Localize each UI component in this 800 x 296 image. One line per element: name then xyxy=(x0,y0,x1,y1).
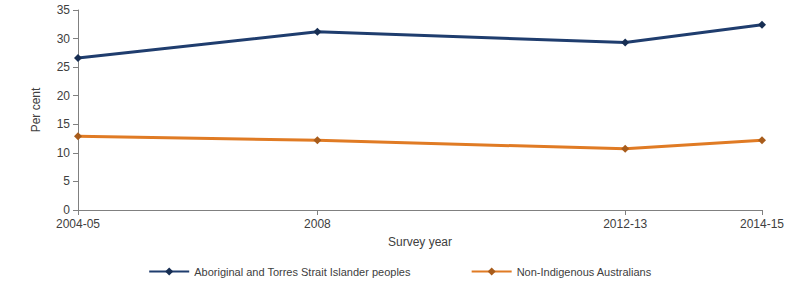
svg-text:35: 35 xyxy=(57,3,71,17)
svg-text:2012-13: 2012-13 xyxy=(603,217,647,231)
svg-text:5: 5 xyxy=(63,174,70,188)
svg-text:0: 0 xyxy=(63,203,70,217)
svg-text:Non-Indigenous Australians: Non-Indigenous Australians xyxy=(517,266,652,278)
svg-text:2014-15: 2014-15 xyxy=(740,217,784,231)
svg-text:25: 25 xyxy=(57,60,71,74)
svg-text:2004-05: 2004-05 xyxy=(56,217,100,231)
svg-text:15: 15 xyxy=(57,117,71,131)
svg-text:2008: 2008 xyxy=(304,217,331,231)
svg-text:Survey year: Survey year xyxy=(388,235,452,249)
svg-text:10: 10 xyxy=(57,146,71,160)
svg-text:20: 20 xyxy=(57,89,71,103)
svg-text:Aboriginal and Torres Strait I: Aboriginal and Torres Strait Islander pe… xyxy=(194,266,411,278)
svg-text:Per cent: Per cent xyxy=(29,87,43,132)
svg-text:30: 30 xyxy=(57,32,71,46)
